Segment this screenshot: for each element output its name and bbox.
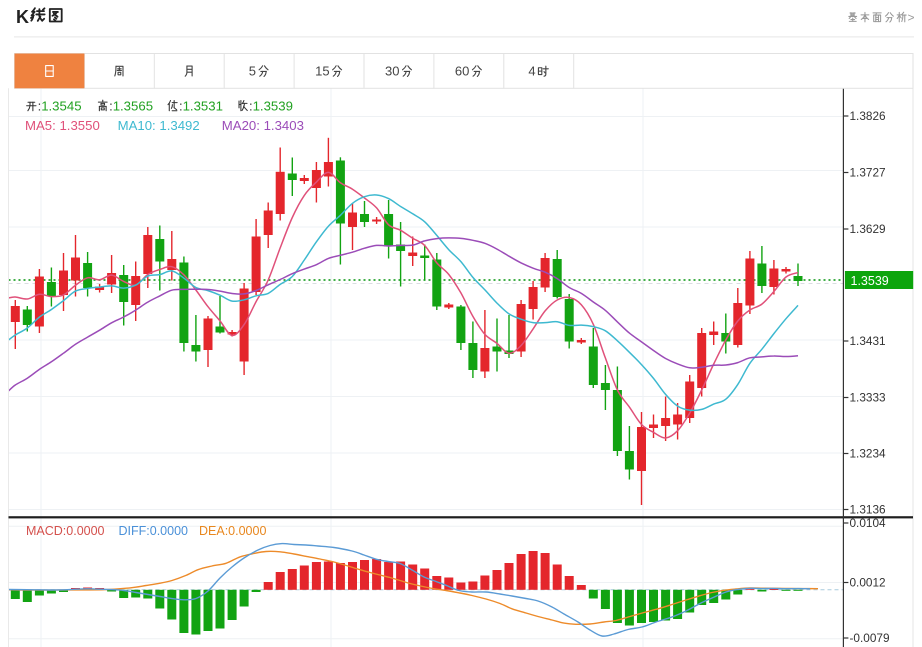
svg-text:30: 30 bbox=[385, 64, 399, 79]
svg-text:MACD:0.0000: MACD:0.0000 bbox=[26, 524, 105, 538]
svg-text:-0.0079: -0.0079 bbox=[850, 631, 890, 645]
svg-text:1.3727: 1.3727 bbox=[850, 166, 886, 180]
svg-text:DIFF:0.0000: DIFF:0.0000 bbox=[119, 524, 189, 538]
svg-text:0.0104: 0.0104 bbox=[850, 516, 887, 530]
svg-text:1.3539: 1.3539 bbox=[851, 274, 889, 288]
svg-text::: : bbox=[179, 98, 183, 113]
svg-text:MA5: 1.3550: MA5: 1.3550 bbox=[25, 118, 100, 133]
svg-text:1.3826: 1.3826 bbox=[850, 109, 887, 123]
svg-text:4: 4 bbox=[528, 64, 535, 79]
svg-text:>: > bbox=[908, 11, 915, 25]
svg-text:1.3234: 1.3234 bbox=[850, 447, 887, 461]
svg-text:1.3531: 1.3531 bbox=[183, 98, 223, 113]
svg-text::: : bbox=[249, 98, 253, 113]
svg-text:1.3629: 1.3629 bbox=[850, 222, 886, 236]
svg-text::: : bbox=[109, 98, 113, 113]
svg-text:0.0012: 0.0012 bbox=[850, 576, 886, 590]
svg-text:1.3545: 1.3545 bbox=[41, 98, 81, 113]
svg-text:1.3333: 1.3333 bbox=[850, 391, 887, 405]
svg-text:MA10: 1.3492: MA10: 1.3492 bbox=[118, 118, 200, 133]
svg-text:MA20: 1.3403: MA20: 1.3403 bbox=[222, 118, 304, 133]
svg-text:1.3565: 1.3565 bbox=[113, 98, 153, 113]
svg-text:DEA:0.0000: DEA:0.0000 bbox=[199, 524, 266, 538]
svg-text:1.3136: 1.3136 bbox=[850, 503, 887, 517]
svg-text:K: K bbox=[16, 7, 29, 27]
svg-text:1.3431: 1.3431 bbox=[850, 334, 886, 348]
svg-text::: : bbox=[38, 98, 42, 113]
svg-text:1.3539: 1.3539 bbox=[253, 98, 293, 113]
svg-text:5: 5 bbox=[249, 64, 256, 79]
svg-text:15: 15 bbox=[315, 64, 329, 79]
svg-text:60: 60 bbox=[455, 64, 469, 79]
